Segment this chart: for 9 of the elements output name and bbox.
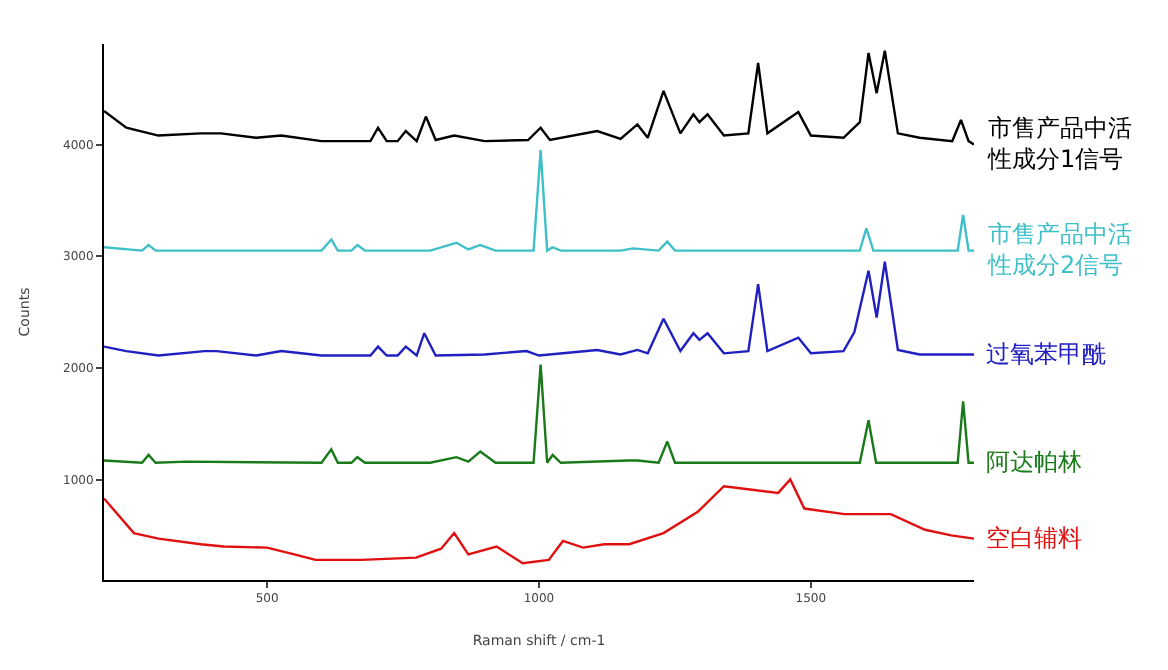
series-label: 市售产品中活性成分2信号 — [986, 220, 1132, 280]
line-series — [104, 148, 974, 252]
series-label: 市售产品中活性成分1信号 — [986, 114, 1132, 174]
line-series — [104, 478, 974, 565]
line-series — [104, 260, 974, 357]
series-label: 空白辅料 — [986, 524, 1082, 552]
series-label: 阿达帕林 — [986, 448, 1082, 476]
series-label: 过氧苯甲酰 — [986, 340, 1106, 368]
line-series — [104, 363, 974, 464]
